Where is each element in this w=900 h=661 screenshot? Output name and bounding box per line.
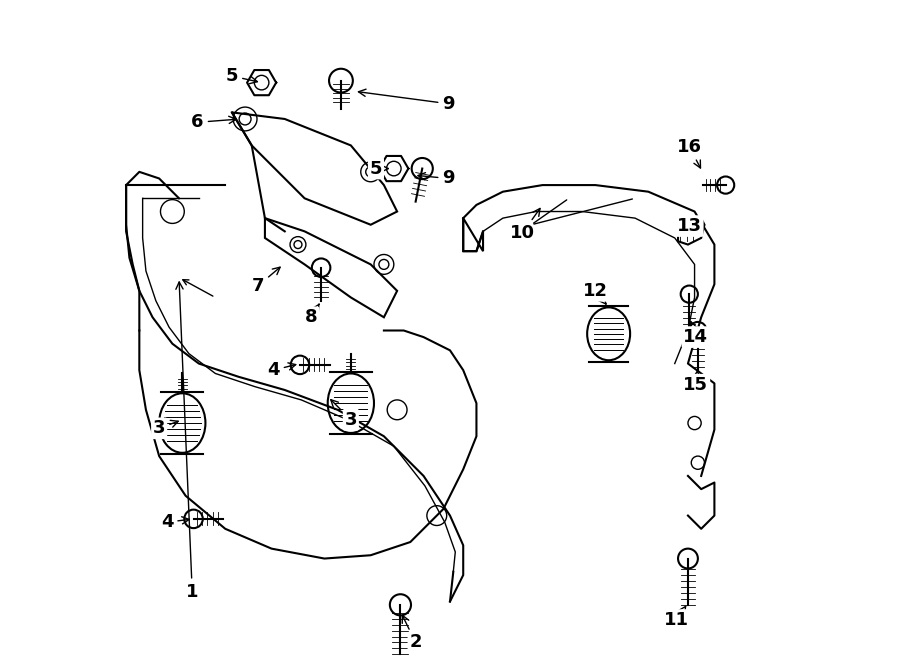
Polygon shape bbox=[232, 112, 397, 225]
Text: 2: 2 bbox=[402, 615, 422, 652]
Text: 9: 9 bbox=[418, 169, 454, 188]
Text: 5: 5 bbox=[370, 159, 388, 178]
Text: 4: 4 bbox=[161, 513, 189, 531]
Polygon shape bbox=[265, 218, 397, 317]
Text: 13: 13 bbox=[677, 217, 702, 235]
Text: 7: 7 bbox=[252, 267, 280, 295]
Text: 5: 5 bbox=[226, 67, 257, 85]
Text: 3: 3 bbox=[153, 419, 178, 438]
Text: 8: 8 bbox=[305, 304, 320, 327]
Text: 9: 9 bbox=[358, 89, 454, 113]
Text: 15: 15 bbox=[683, 371, 708, 394]
Polygon shape bbox=[464, 218, 483, 251]
Polygon shape bbox=[678, 218, 705, 245]
Text: 4: 4 bbox=[267, 361, 296, 379]
Text: 16: 16 bbox=[677, 137, 702, 168]
Text: 1: 1 bbox=[176, 282, 199, 601]
Text: 12: 12 bbox=[583, 282, 608, 304]
Text: 6: 6 bbox=[191, 113, 236, 132]
Text: 11: 11 bbox=[664, 606, 689, 629]
Text: 3: 3 bbox=[331, 400, 357, 429]
Text: 14: 14 bbox=[683, 321, 708, 346]
Text: 10: 10 bbox=[510, 208, 540, 242]
